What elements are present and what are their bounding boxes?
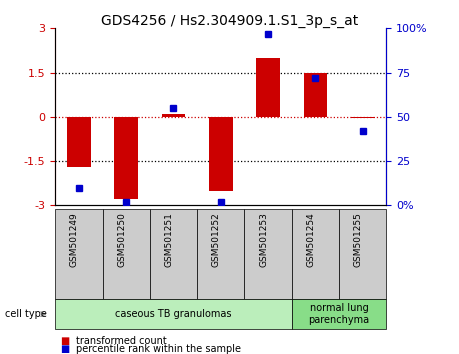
Bar: [350, 117, 374, 118]
Text: GSM501252: GSM501252: [211, 212, 220, 267]
Text: percentile rank within the sample: percentile rank within the sample: [76, 344, 241, 354]
Text: GSM501251: GSM501251: [164, 212, 173, 267]
Text: GSM501249: GSM501249: [70, 212, 78, 267]
Bar: [208, 117, 232, 190]
Text: ■: ■: [60, 336, 69, 346]
Text: GSM501255: GSM501255: [353, 212, 362, 267]
Text: GSM501254: GSM501254: [306, 212, 315, 267]
Text: GDS4256 / Hs2.304909.1.S1_3p_s_at: GDS4256 / Hs2.304909.1.S1_3p_s_at: [101, 14, 358, 28]
Bar: [256, 58, 280, 117]
Text: GSM501253: GSM501253: [258, 212, 268, 267]
Text: ■: ■: [60, 344, 69, 354]
Text: transformed count: transformed count: [76, 336, 166, 346]
Bar: [161, 114, 185, 117]
Bar: [303, 73, 326, 117]
Text: cell type: cell type: [5, 309, 46, 319]
Text: normal lung
parenchyma: normal lung parenchyma: [308, 303, 369, 325]
Text: caseous TB granulomas: caseous TB granulomas: [115, 309, 231, 319]
Bar: [67, 117, 90, 167]
Text: GSM501250: GSM501250: [117, 212, 126, 267]
Bar: [114, 117, 138, 199]
